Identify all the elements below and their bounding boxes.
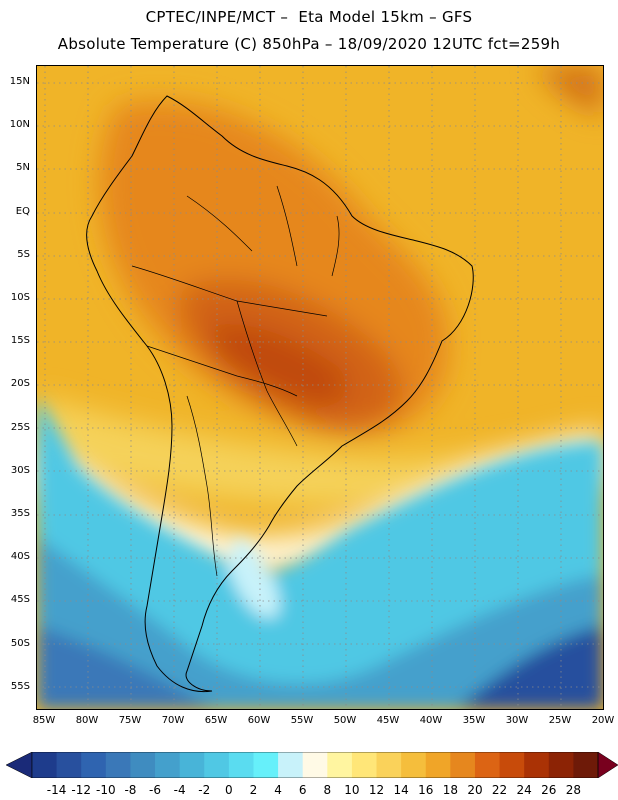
country-borders	[131, 185, 340, 577]
lat-label: 45S	[10, 594, 30, 606]
lat-label: 50S	[10, 637, 30, 649]
colorbar-label: 8	[323, 783, 332, 797]
cold-zone-southwest	[37, 626, 217, 709]
colorbar-frame	[31, 752, 599, 778]
colorbar-label: 4	[274, 783, 282, 797]
colorbar-label: 22	[491, 783, 508, 797]
lat-label: 10N	[9, 119, 30, 131]
colorbar-label: 18	[442, 783, 458, 797]
lon-label: 60W	[247, 715, 271, 726]
hottest-zone	[207, 324, 348, 406]
lat-label: 10S	[10, 292, 30, 303]
colorbar-swatch	[524, 752, 550, 778]
colorbar-swatch	[573, 752, 599, 778]
lat-label: EQ	[15, 205, 30, 217]
colorbar-label: -14	[46, 783, 67, 797]
colorbar-label: 0	[225, 783, 233, 797]
colder-zone	[37, 536, 603, 709]
colorbar-swatch	[81, 752, 107, 778]
colorbar-label: 26	[541, 783, 557, 797]
colorbar-label: 14	[393, 783, 409, 797]
lat-label: 15S	[10, 335, 30, 347]
pale-cold-patch	[227, 536, 280, 618]
lon-label: 20W	[591, 715, 615, 726]
colorbar-swatch	[327, 752, 353, 778]
colorbar-swatch	[56, 752, 82, 778]
colorbar-label: 28	[565, 783, 582, 797]
colorbar-label: 10	[344, 783, 360, 797]
cold-zone-southeast	[457, 626, 603, 709]
colorbar-label: 24	[516, 783, 532, 797]
colorbar-label: 6	[298, 783, 307, 797]
colorbar-swatch	[401, 752, 427, 778]
colorbar-label: -6	[149, 783, 162, 797]
lon-label: 50W	[333, 715, 357, 726]
colorbar-swatch	[130, 752, 156, 778]
lon-label: 75W	[118, 715, 142, 726]
colorbar-label: -2	[198, 783, 211, 797]
lat-label: 15N	[9, 76, 30, 87]
colorbar-high-arrow	[597, 752, 618, 778]
colorbar-swatch	[179, 752, 205, 778]
lon-label: 85W	[32, 715, 56, 726]
south-america-outline	[86, 95, 474, 693]
map-title: CPTEC/INPE/MCT – Eta Model 15km – GFS	[145, 8, 473, 26]
lon-label: 45W	[376, 715, 400, 726]
colorbar-swatch	[105, 752, 131, 778]
lon-label: 30W	[505, 715, 529, 726]
lon-label: 35W	[462, 715, 486, 726]
colorbar-swatch	[376, 752, 402, 778]
colorbar-swatch	[32, 752, 58, 778]
lon-label: 80W	[75, 715, 99, 726]
lat-label: 35S	[10, 508, 30, 519]
lat-label: 40S	[10, 551, 30, 563]
colorbar-label: 20	[467, 783, 483, 797]
temperature-colorbar	[6, 752, 618, 778]
colorbar-swatch	[302, 752, 328, 778]
colorbar-label: -10	[96, 783, 116, 797]
colorbar-swatch	[253, 752, 279, 778]
lon-label: 25W	[548, 715, 572, 726]
colorbar-label: -12	[71, 783, 92, 797]
colorbar-swatch	[204, 752, 230, 778]
temperature-map	[36, 65, 604, 710]
colorbar-swatch	[450, 752, 476, 778]
lon-label: 65W	[204, 715, 228, 726]
colorbar-label: 12	[368, 783, 385, 797]
lon-label: 55W	[290, 715, 314, 726]
colorbar-swatch	[351, 752, 378, 778]
colorbar-swatch	[474, 752, 501, 778]
colorbar-label: 16	[418, 783, 434, 797]
colorbar-swatch	[425, 752, 451, 778]
lat-label: 25S	[10, 421, 30, 433]
colorbar-swatch	[155, 752, 181, 778]
colorbar-swatch	[499, 752, 525, 778]
lat-label: 5N	[16, 162, 30, 174]
lat-label: 55S	[10, 680, 30, 692]
colorbar-swatch	[278, 752, 304, 778]
lat-label: 5S	[17, 248, 30, 260]
map-subtitle: Absolute Temperature (C) 850hPa – 18/09/…	[57, 35, 561, 53]
colorbar-swatch	[228, 752, 254, 778]
hot-zone-northeast	[537, 66, 603, 116]
graticule	[37, 66, 603, 709]
lat-label: 30S	[10, 464, 30, 476]
colorbar-label: -4	[173, 783, 186, 797]
lat-label: 20S	[10, 378, 30, 390]
lon-label: 40W	[419, 715, 443, 726]
lon-label: 70W	[161, 715, 185, 726]
colorbar-label: 2	[249, 783, 258, 797]
colorbar-low-arrow	[6, 752, 33, 778]
colorbar-swatch	[548, 752, 574, 778]
colorbar-label: -8	[124, 783, 137, 797]
